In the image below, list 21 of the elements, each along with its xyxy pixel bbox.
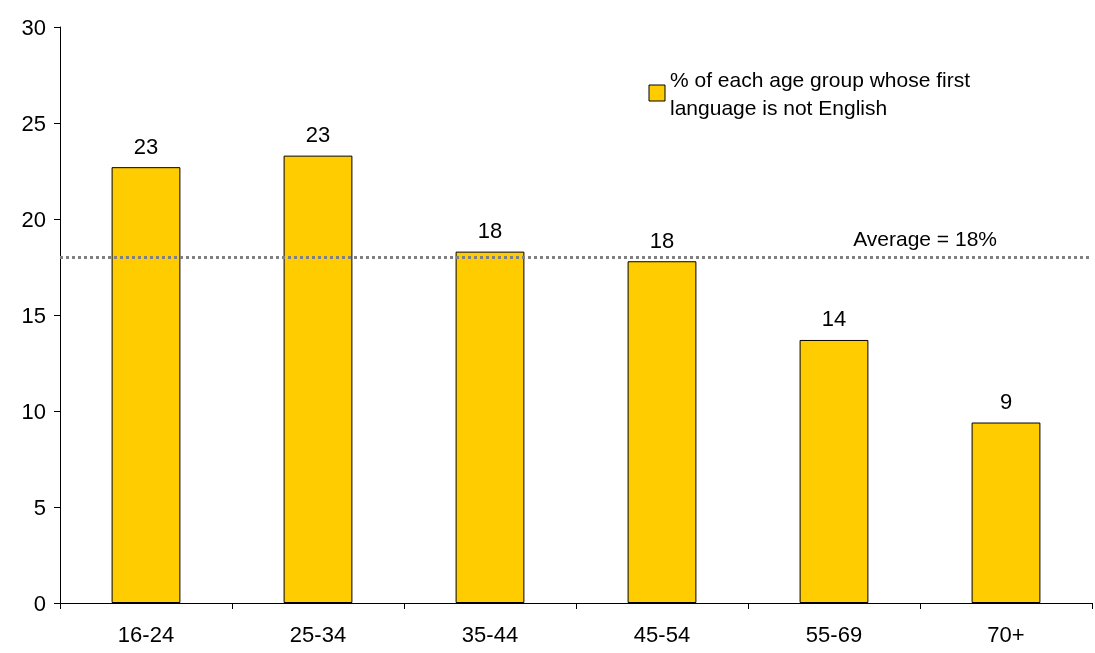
y-tick-label: 15 [21, 302, 46, 328]
x-tick-label: 25-34 [289, 621, 347, 647]
data-label: 14 [821, 306, 847, 332]
x-tick-label: 16-24 [117, 621, 175, 647]
data-label: 18 [649, 227, 675, 253]
x-tick-label: 45-54 [633, 621, 691, 647]
y-tick-label: 0 [33, 590, 46, 616]
y-tick-label: 10 [21, 398, 46, 424]
ref-line-label: Average = 18% [853, 227, 997, 251]
data-label: 18 [477, 218, 503, 244]
y-tick-label: 30 [21, 14, 46, 40]
x-tick-label: 35-44 [461, 621, 519, 647]
data-label: 23 [133, 133, 159, 159]
data-label: 9 [999, 389, 1013, 415]
x-tick-label: 70+ [987, 621, 1025, 647]
y-tick-label: 5 [33, 494, 46, 520]
x-tick-label: 55-69 [805, 621, 863, 647]
data-label: 23 [305, 122, 331, 148]
legend-label: % of each age group whose first language is not English [670, 67, 976, 119]
y-tick-label: 20 [21, 206, 46, 232]
y-tick-label: 25 [21, 110, 46, 136]
